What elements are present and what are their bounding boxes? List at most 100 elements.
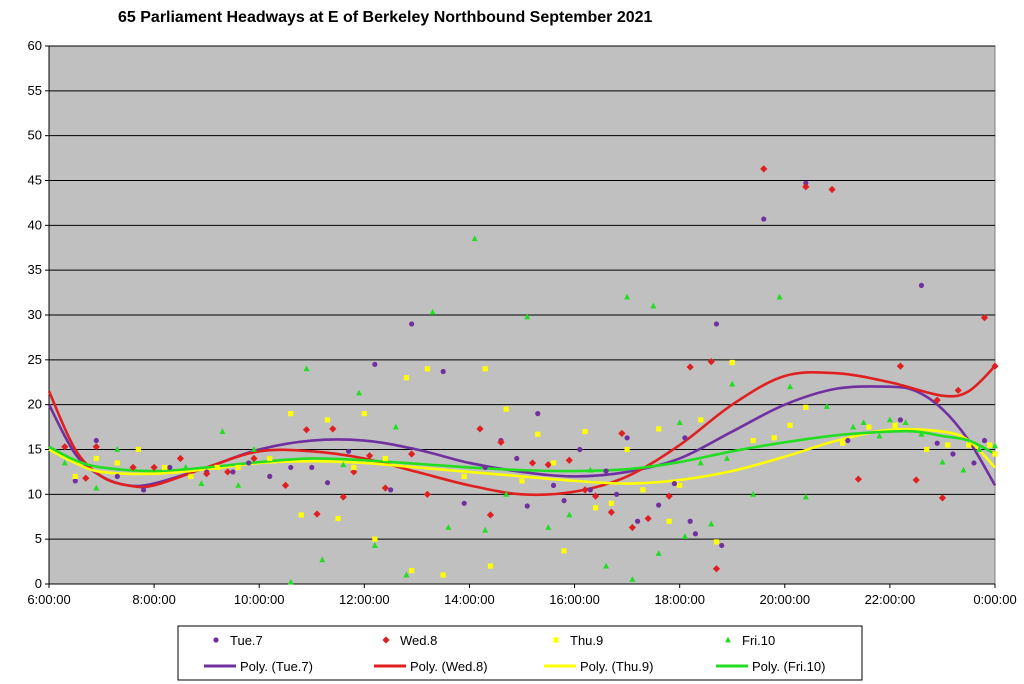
- legend-marker: [725, 636, 731, 643]
- data-point: [771, 435, 777, 441]
- data-point: [219, 428, 226, 434]
- data-point: [361, 411, 367, 417]
- x-axis: 6:00:00 8:00:00 10:00:00 12:00:00 14:00:00 16…: [27, 583, 1017, 607]
- data-point: [329, 425, 337, 433]
- data-point: [866, 424, 872, 430]
- data-point: [802, 183, 810, 191]
- data-point: [141, 487, 147, 493]
- trendline-0: [47, 385, 997, 488]
- data-point: [687, 518, 693, 524]
- x-tick-label: 18:00:00: [654, 592, 705, 607]
- data-point: [188, 473, 194, 479]
- data-point: [976, 446, 983, 452]
- data-point: [445, 524, 452, 530]
- data-point: [729, 359, 735, 366]
- data-point: [960, 466, 967, 473]
- y-tick-label: 15: [28, 442, 42, 457]
- marker-layer: [61, 165, 999, 585]
- data-point: [335, 515, 341, 522]
- data-point: [214, 464, 220, 471]
- data-point: [707, 358, 715, 366]
- data-point: [592, 505, 599, 511]
- data-point: [698, 417, 704, 423]
- data-point: [655, 550, 662, 556]
- data-point: [566, 511, 573, 518]
- data-point: [950, 451, 956, 457]
- legend-label: Tue.7: [230, 633, 263, 648]
- data-point: [628, 523, 636, 532]
- data-point: [991, 362, 999, 370]
- data-point: [787, 422, 793, 428]
- data-point: [823, 403, 830, 409]
- data-point: [409, 321, 415, 327]
- data-point: [250, 446, 257, 452]
- trendline-3: [48, 429, 996, 473]
- x-tick-label: 20:00:00: [759, 592, 810, 607]
- data-point: [561, 548, 567, 554]
- data-point: [486, 511, 495, 519]
- data-point: [992, 442, 998, 449]
- data-point: [287, 578, 294, 585]
- data-point: [350, 468, 358, 476]
- data-point: [987, 442, 993, 448]
- data-point: [860, 419, 867, 425]
- data-point: [666, 518, 672, 524]
- data-point: [224, 468, 232, 476]
- data-point: [603, 562, 610, 569]
- data-point: [150, 463, 158, 472]
- data-point: [886, 416, 893, 423]
- data-point: [892, 422, 898, 428]
- x-tick-label: 16:00:00: [549, 592, 600, 607]
- y-axis: 0 5 10 15 20 25 30 35 40 45 50 55 60: [28, 38, 50, 591]
- data-point: [382, 455, 388, 462]
- data-point: [182, 464, 189, 470]
- data-point: [682, 435, 688, 441]
- data-point: [135, 446, 141, 453]
- data-point: [313, 510, 321, 518]
- data-point: [381, 484, 389, 492]
- data-point: [535, 431, 541, 437]
- data-point: [309, 464, 315, 471]
- data-point: [429, 308, 436, 315]
- data-point: [938, 494, 947, 502]
- data-point: [114, 473, 120, 479]
- x-tick-label: 12:00:00: [339, 592, 390, 607]
- data-point: [980, 314, 989, 322]
- data-point: [640, 487, 646, 493]
- data-point: [482, 464, 488, 471]
- x-tick-label: 14:00:00: [444, 592, 495, 607]
- data-point: [72, 478, 78, 484]
- series-1: [61, 165, 999, 573]
- data-point: [409, 567, 415, 574]
- data-point: [896, 362, 904, 370]
- data-point: [713, 539, 720, 545]
- data-point: [954, 386, 962, 394]
- data-point: [461, 500, 467, 506]
- x-tick-label: 0:00:00: [973, 592, 1016, 607]
- data-point: [482, 366, 488, 372]
- data-point: [971, 460, 977, 466]
- data-point: [665, 492, 673, 500]
- data-point: [719, 542, 725, 549]
- data-point: [340, 461, 347, 468]
- data-point: [629, 576, 636, 582]
- legend-label: Poly. (Tue.7): [240, 659, 313, 674]
- data-point: [918, 430, 925, 437]
- data-point: [603, 468, 609, 474]
- data-point: [686, 363, 694, 371]
- data-point: [408, 450, 416, 458]
- data-point: [681, 533, 688, 539]
- data-point: [319, 556, 326, 563]
- y-tick-label: 20: [28, 397, 42, 412]
- data-point: [650, 302, 657, 309]
- data-point: [162, 464, 168, 471]
- data-point: [656, 502, 662, 508]
- data-point: [750, 490, 757, 497]
- data-point: [750, 437, 756, 444]
- data-point: [230, 469, 236, 475]
- legend-label: Wed.8: [400, 633, 437, 648]
- data-point: [324, 417, 331, 423]
- trendline-1: [47, 365, 996, 497]
- data-point: [644, 514, 652, 523]
